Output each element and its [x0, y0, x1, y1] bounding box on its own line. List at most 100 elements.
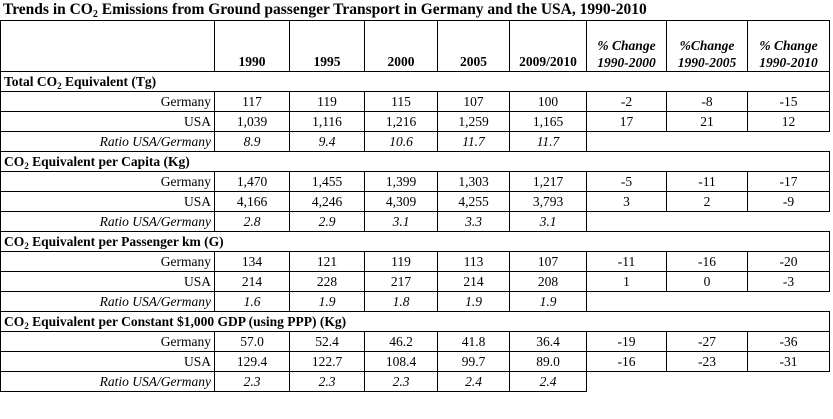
- section-title-fill: [586, 311, 830, 332]
- ratio-cell: 1.9: [289, 291, 365, 312]
- pct-change-cell: -11: [586, 251, 667, 272]
- ratio-cell: 1.6: [214, 291, 290, 312]
- section-title-fill: [586, 231, 830, 252]
- header-row: 1990 1995 2000 2005 2009/2010 % Change 19…: [0, 20, 830, 72]
- value-cell: 214: [437, 271, 510, 292]
- header-year: 2009/2010: [509, 20, 587, 72]
- section-title: CO2 Equivalent per Capita (Kg): [0, 151, 587, 172]
- pct-change-cell: -8: [666, 91, 748, 112]
- value-cell: 41.8: [437, 331, 510, 352]
- table-row-usa: USA 1,039 1,116 1,216 1,259 1,165 17 21 12: [0, 111, 830, 132]
- section-header-row: CO2 Equivalent per Passenger km (G): [0, 231, 830, 252]
- value-cell: 122.7: [289, 351, 365, 372]
- value-cell: 52.4: [289, 331, 365, 352]
- section-title: Total CO2 Equivalent (Tg): [0, 71, 587, 92]
- table-row-ratio: Ratio USA/Germany 2.3 2.3 2.3 2.4 2.4: [0, 371, 830, 392]
- ratio-cell: 3.1: [364, 211, 438, 232]
- row-label: Ratio USA/Germany: [0, 371, 215, 392]
- pct-change-cell: 0: [666, 271, 748, 292]
- pct-change-cell: -2: [586, 91, 667, 112]
- ratio-cell: 2.4: [509, 371, 587, 392]
- value-cell: 107: [509, 251, 587, 272]
- value-cell: 1,470: [214, 171, 290, 192]
- row-label: USA: [0, 351, 215, 372]
- value-cell: 1,039: [214, 111, 290, 132]
- ratio-cell: 2.3: [364, 371, 438, 392]
- table-row-usa: USA 4,166 4,246 4,309 4,255 3,793 3 2 -9: [0, 191, 830, 212]
- pct-change-cell: 17: [586, 111, 667, 132]
- ratio-cell: 9.4: [289, 131, 365, 152]
- ratio-cell: 3.3: [437, 211, 510, 232]
- value-cell: 1,217: [509, 171, 587, 192]
- pct-change-cell: -3: [747, 271, 830, 292]
- ratio-cell: 1.9: [437, 291, 510, 312]
- value-cell: 134: [214, 251, 290, 272]
- pct-change-cell: -27: [666, 331, 748, 352]
- ratio-cell: 11.7: [437, 131, 510, 152]
- table-row-germany: Germany 134 121 119 113 107 -11 -16 -20: [0, 251, 830, 272]
- value-cell: 119: [364, 251, 438, 272]
- ratio-cell: 2.8: [214, 211, 290, 232]
- ratio-cell: 1.9: [509, 291, 587, 312]
- value-cell: 3,793: [509, 191, 587, 212]
- value-cell: 1,259: [437, 111, 510, 132]
- pct-change-cell: -17: [747, 171, 830, 192]
- pct-change-cell: 1: [586, 271, 667, 292]
- pct-change-cell: -9: [747, 191, 830, 212]
- pct-change-cell: 21: [666, 111, 748, 132]
- value-cell: 214: [214, 271, 290, 292]
- header-year: 1995: [289, 20, 365, 72]
- ratio-cell: 3.1: [509, 211, 587, 232]
- row-label: Germany: [0, 171, 215, 192]
- table-row-usa: USA 214 228 217 214 208 1 0 -3: [0, 271, 830, 292]
- section-header-row: CO2 Equivalent per Constant $1,000 GDP (…: [0, 311, 830, 332]
- section-header-row: CO2 Equivalent per Capita (Kg): [0, 151, 830, 172]
- pct-change-cell: 12: [747, 111, 830, 132]
- header-year: 2000: [364, 20, 438, 72]
- header-pct-change: % Change 1990-2010: [747, 20, 830, 72]
- value-cell: 1,303: [437, 171, 510, 192]
- header-pct-change: %Change 1990-2005: [666, 20, 748, 72]
- row-label: Ratio USA/Germany: [0, 131, 215, 152]
- value-cell: 217: [364, 271, 438, 292]
- value-cell: 1,216: [364, 111, 438, 132]
- value-cell: 108.4: [364, 351, 438, 372]
- table-row-ratio: Ratio USA/Germany 8.9 9.4 10.6 11.7 11.7: [0, 131, 830, 152]
- value-cell: 208: [509, 271, 587, 292]
- table-title: Trends in CO2 Emissions from Ground pass…: [3, 1, 647, 20]
- value-cell: 4,166: [214, 191, 290, 212]
- value-cell: 99.7: [437, 351, 510, 372]
- section-title-fill: [586, 71, 830, 92]
- table-row-ratio: Ratio USA/Germany 2.8 2.9 3.1 3.3 3.1: [0, 211, 830, 232]
- ratio-cell: 2.4: [437, 371, 510, 392]
- value-cell: 115: [364, 91, 438, 112]
- table-row-germany: Germany 57.0 52.4 46.2 41.8 36.4 -19 -27 -36: [0, 331, 830, 352]
- value-cell: 129.4: [214, 351, 290, 372]
- ratio-cell: 2.3: [214, 371, 290, 392]
- pct-change-cell: -16: [666, 251, 748, 272]
- empty-cell: [587, 292, 830, 312]
- row-label: Germany: [0, 331, 215, 352]
- empty-cell: [587, 132, 830, 152]
- section-title: CO2 Equivalent per Passenger km (G): [0, 231, 587, 252]
- value-cell: 100: [509, 91, 587, 112]
- table-row-usa: USA 129.4 122.7 108.4 99.7 89.0 -16 -23 -31: [0, 351, 830, 372]
- empty-cell: [587, 212, 830, 232]
- value-cell: 4,255: [437, 191, 510, 212]
- row-label: USA: [0, 111, 215, 132]
- pct-change-cell: -5: [586, 171, 667, 192]
- pct-change-cell: -16: [586, 351, 667, 372]
- value-cell: 121: [289, 251, 365, 272]
- table-row-germany: Germany 1,470 1,455 1,399 1,303 1,217 -5 -11 -17: [0, 171, 830, 192]
- value-cell: 89.0: [509, 351, 587, 372]
- pct-change-cell: -11: [666, 171, 748, 192]
- section-header-row: Total CO2 Equivalent (Tg): [0, 71, 830, 92]
- ratio-cell: 2.3: [289, 371, 365, 392]
- value-cell: 1,165: [509, 111, 587, 132]
- header-year: 1990: [214, 20, 290, 72]
- ratio-cell: 10.6: [364, 131, 438, 152]
- row-label: Germany: [0, 251, 215, 272]
- ratio-cell: 2.9: [289, 211, 365, 232]
- value-cell: 113: [437, 251, 510, 272]
- value-cell: 57.0: [214, 331, 290, 352]
